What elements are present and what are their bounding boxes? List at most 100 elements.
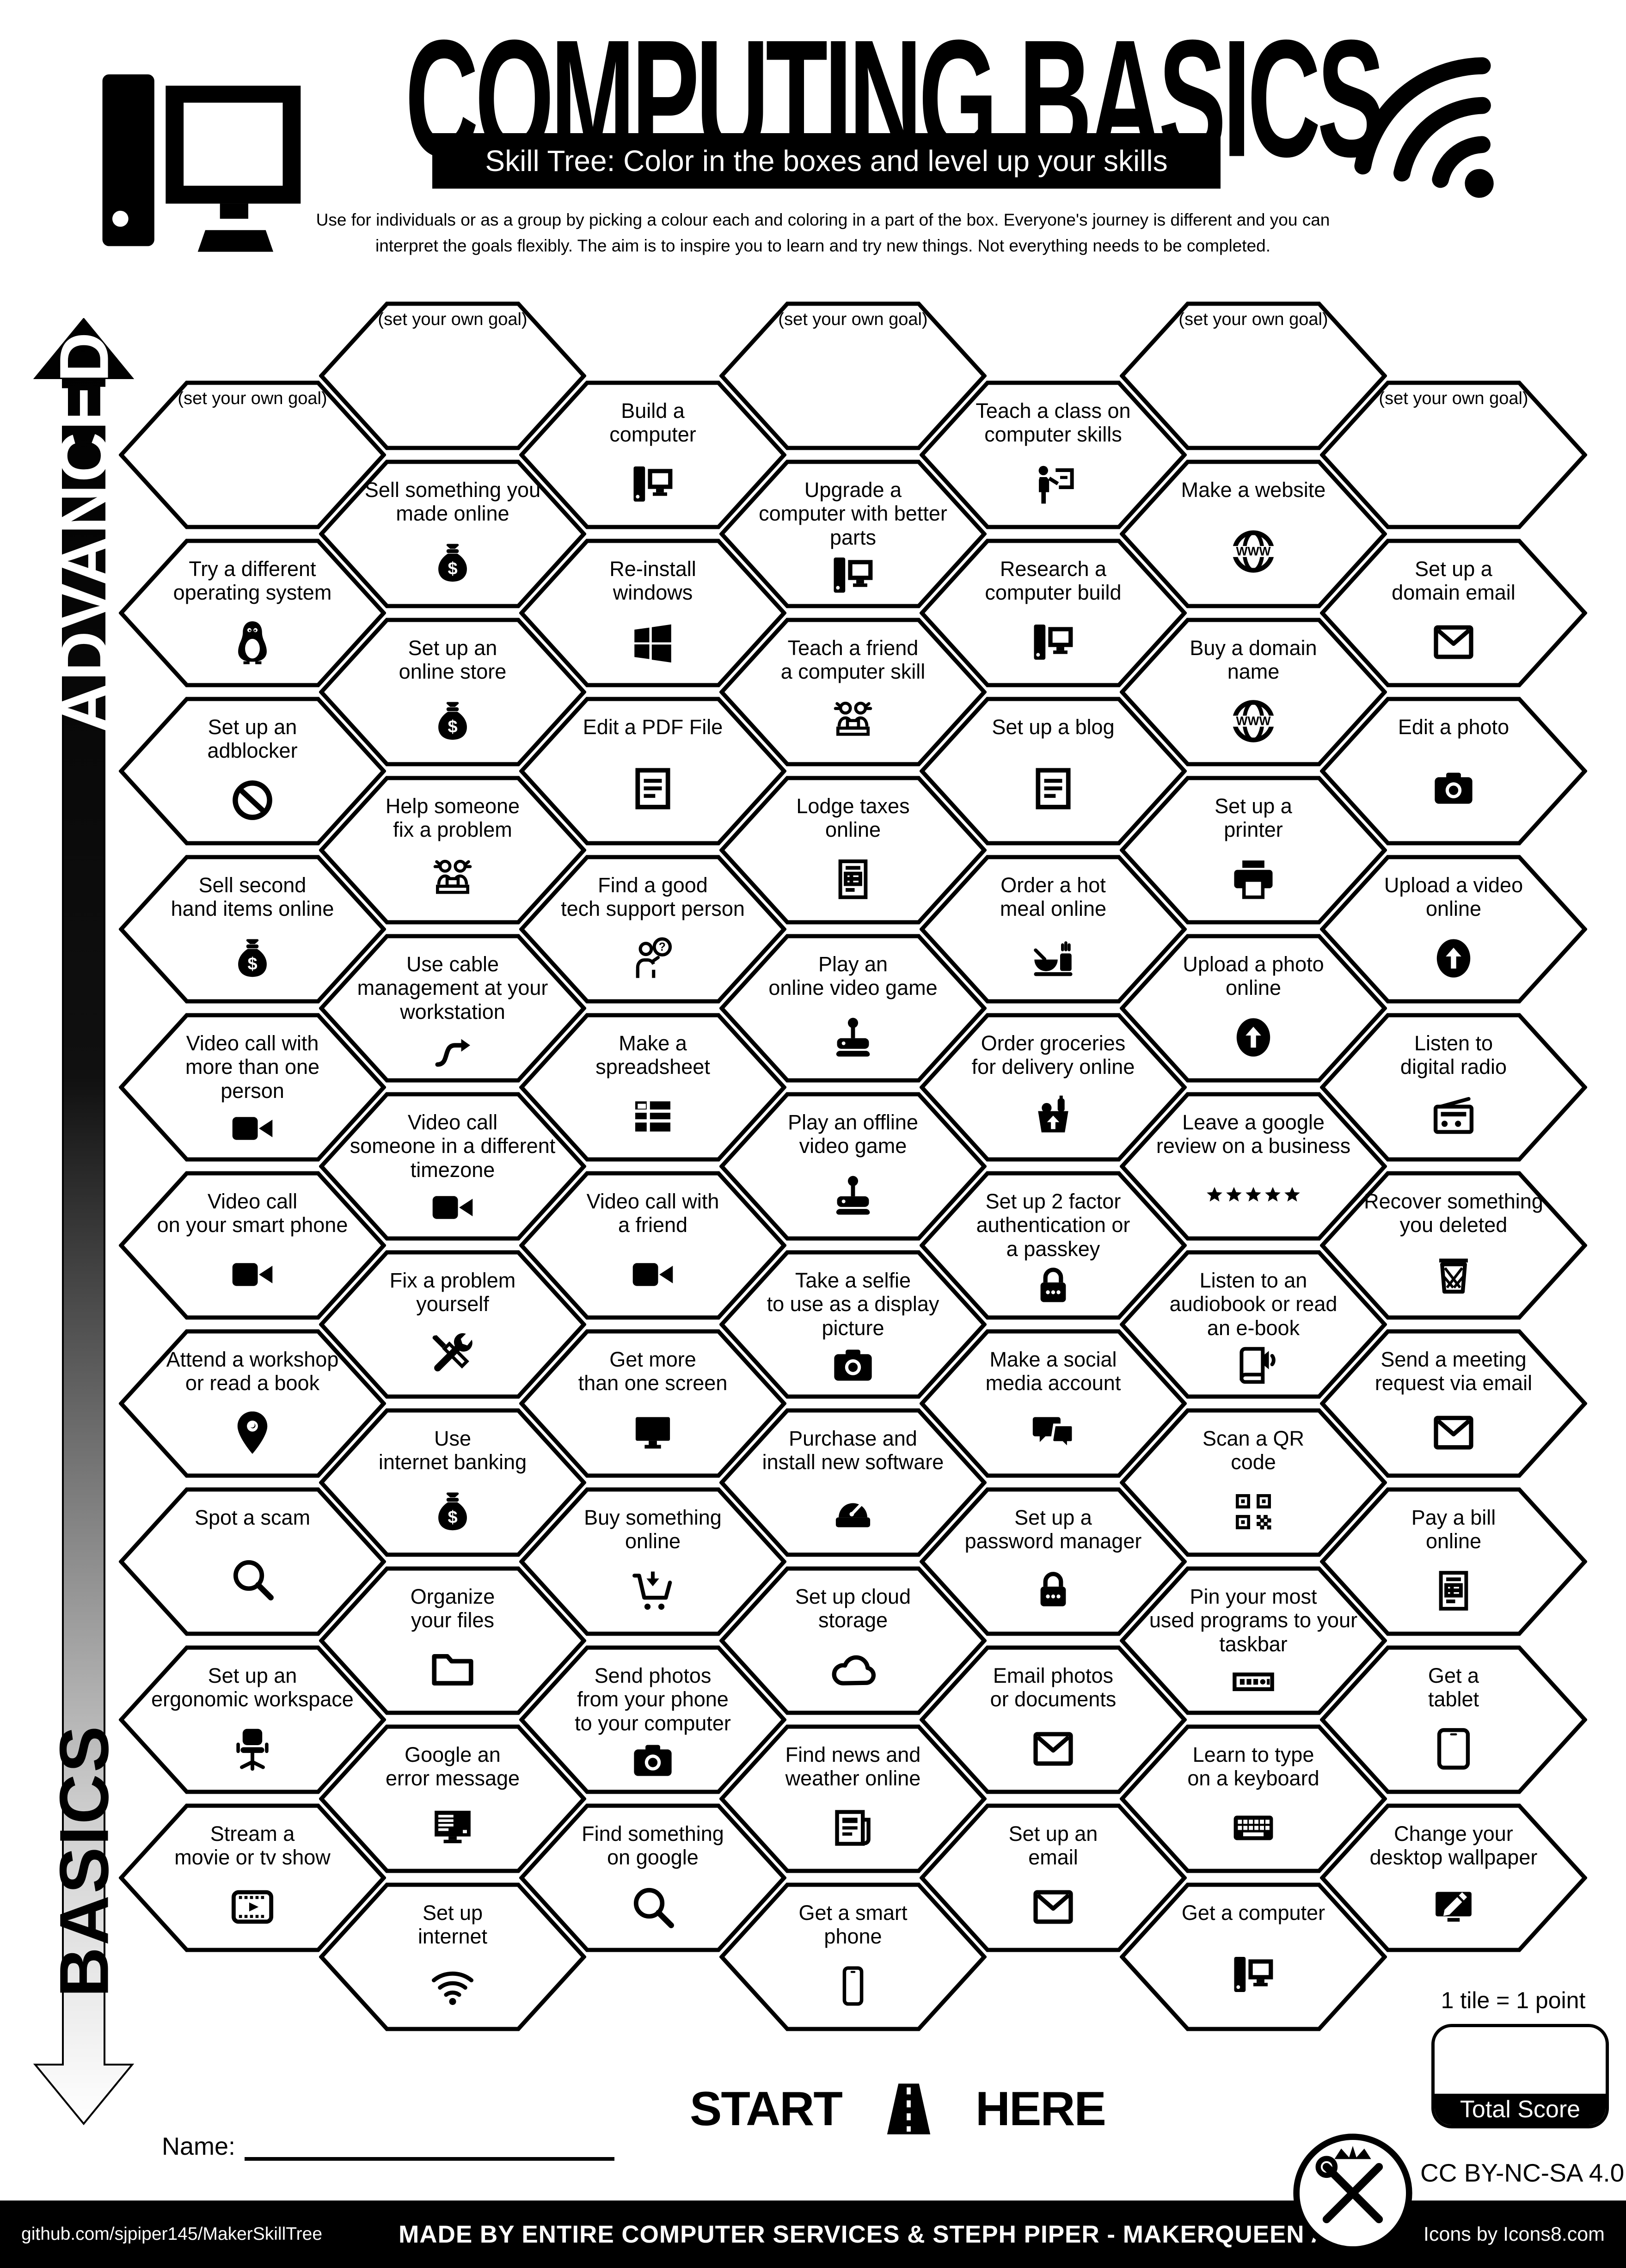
skill-tile[interactable]: Find news and weather online [719, 1724, 987, 1873]
skill-tile-label: Upgrade a computer with better parts [759, 478, 947, 549]
skill-tile[interactable]: Get a smart phone [719, 1882, 987, 2031]
hexagon-outline [719, 1882, 987, 2031]
skill-tile[interactable]: Scan a QR code [1120, 1408, 1387, 1557]
skill-tile[interactable]: Play an online video game [719, 934, 987, 1083]
skill-tile[interactable]: Upload a photo online [1120, 934, 1387, 1083]
skill-tile[interactable]: Fix a problem yourself [319, 1250, 586, 1399]
skill-tile[interactable]: Organize your files [319, 1566, 586, 1715]
skill-tile[interactable]: Edit a photo [1320, 697, 1587, 846]
skill-tile[interactable]: Set up cloud storage [719, 1566, 987, 1715]
skill-tile[interactable]: Buy something online [519, 1487, 786, 1636]
skill-tile[interactable]: Find a good tech support person [519, 855, 786, 1004]
skill-tile[interactable]: Sell second hand items online [119, 855, 386, 1004]
skill-tile[interactable]: Listen to an audiobook or read an e-book [1120, 1250, 1387, 1399]
skill-tile[interactable]: Take a selfie to use as a display pictur… [719, 1250, 987, 1399]
skill-tile[interactable]: Upload a video online [1320, 855, 1587, 1004]
skill-tile[interactable]: Play an offline video game [719, 1092, 987, 1241]
skill-tile[interactable]: Stream a movie or tv show [119, 1803, 386, 1952]
desktop-pc-icon [1229, 1950, 1278, 1999]
skill-tile[interactable]: Spot a scam [119, 1487, 386, 1636]
skill-tile[interactable]: Help someone fix a problem [319, 776, 586, 925]
skill-tile-label: Upload a photo online [1183, 952, 1324, 1000]
skill-tile[interactable]: Set up 2 factor authentication or a pass… [920, 1171, 1187, 1320]
skill-tile-label: Organize your files [410, 1585, 495, 1632]
makerqueen-logo [1290, 2130, 1416, 2256]
skill-tile[interactable]: Make a social media account [920, 1329, 1187, 1478]
skill-tile[interactable]: Set up an ergonomic workspace [119, 1645, 386, 1794]
skill-tile[interactable]: Change your desktop wallpaper [1320, 1803, 1587, 1952]
skill-tile[interactable]: Video call with a friend [519, 1171, 786, 1320]
skill-tile[interactable]: (set your own goal) [1320, 380, 1587, 529]
skill-tile[interactable]: Order a hot meal online [920, 855, 1187, 1004]
penguin-icon [228, 618, 277, 667]
skill-tile[interactable]: Re-install windows [519, 539, 786, 687]
skill-tile[interactable]: Leave a google review on a business [1120, 1092, 1387, 1241]
skill-tile[interactable]: Make a website [1120, 460, 1387, 608]
hexagon-outline [119, 1171, 386, 1320]
skill-tile[interactable]: Get a tablet [1320, 1645, 1587, 1794]
skill-tile[interactable]: Teach a class on computer skills [920, 380, 1187, 529]
skill-tile-label: Listen to an audiobook or read an e-book [1169, 1269, 1338, 1340]
skill-tile[interactable]: (set your own goal) [1120, 301, 1387, 450]
hexagon-outline [319, 301, 586, 450]
skill-tile[interactable]: Set up a domain email [1320, 539, 1587, 687]
skill-tile[interactable]: Teach a friend a computer skill [719, 618, 987, 766]
skill-tile[interactable]: Set up a blog [920, 697, 1187, 846]
skill-tile[interactable]: Build a computer [519, 380, 786, 529]
skill-tile-label: Use internet banking [378, 1427, 527, 1474]
name-input-line[interactable] [245, 2132, 615, 2161]
install-icon [828, 1487, 877, 1536]
video-camera-icon [428, 1183, 477, 1232]
skill-tile[interactable]: Set up an online store [319, 618, 586, 766]
skill-tile[interactable]: Set up a password manager [920, 1487, 1187, 1636]
skill-tile-label: Get a computer [1181, 1901, 1325, 1925]
taskbar-icon [1229, 1657, 1278, 1706]
skill-tile[interactable]: Edit a PDF File [519, 697, 786, 846]
upload-circle-icon [1429, 934, 1478, 983]
bill-icon [1429, 1566, 1478, 1615]
skill-tile[interactable]: Email photos or documents [920, 1645, 1187, 1794]
skill-tile[interactable]: Buy a domain name [1120, 618, 1387, 766]
skill-tile[interactable]: Set up an adblocker [119, 697, 386, 846]
skill-tile[interactable]: Set up internet [319, 1882, 586, 2031]
skill-tile[interactable]: Send photos from your phone to your comp… [519, 1645, 786, 1794]
upload-circle-icon [1229, 1013, 1278, 1062]
skill-tile[interactable]: Pay a bill online [1320, 1487, 1587, 1636]
skill-tile-label: Use cable management at your workstation [357, 952, 548, 1024]
skill-tile[interactable]: Send a meeting request via email [1320, 1329, 1587, 1478]
skill-tile[interactable]: (set your own goal) [719, 301, 987, 450]
skill-tile[interactable]: Purchase and install new software [719, 1408, 987, 1557]
skill-tile[interactable]: Learn to type on a keyboard [1120, 1724, 1387, 1873]
skill-tile[interactable]: Use cable management at your workstation [319, 934, 586, 1083]
skill-tile[interactable]: Find something on google [519, 1803, 786, 1952]
skill-tile[interactable]: Try a different operating system [119, 539, 386, 687]
skill-tile[interactable]: Listen to digital radio [1320, 1013, 1587, 1162]
skill-tile[interactable]: (set your own goal) [319, 301, 586, 450]
skill-tile[interactable]: Order groceries for delivery online [920, 1013, 1187, 1162]
skill-tile[interactable]: Google an error message [319, 1724, 586, 1873]
skill-tile[interactable]: Recover something you deleted [1320, 1171, 1587, 1320]
envelope-icon [1029, 1724, 1078, 1773]
skill-tile[interactable]: Use internet banking [319, 1408, 586, 1557]
skill-tile[interactable]: Video call someone in a different timezo… [319, 1092, 586, 1241]
skill-tile-label: Change your desktop wallpaper [1369, 1822, 1538, 1870]
skill-tile[interactable]: Lodge taxes online [719, 776, 987, 925]
total-score-input[interactable] [1435, 2027, 1606, 2094]
skill-tile[interactable]: Set up an email [920, 1803, 1187, 1952]
skill-tile[interactable]: Research a computer build [920, 539, 1187, 687]
skill-tile[interactable]: (set your own goal) [119, 380, 386, 529]
skill-tile[interactable]: Sell something you made online [319, 460, 586, 608]
skill-tile[interactable]: Video call with more than one person [119, 1013, 386, 1162]
skill-tile-label: Get more than one screen [578, 1348, 728, 1395]
description-text: Use for individuals or as a group by pic… [316, 210, 1330, 255]
skill-tile[interactable]: Set up a printer [1120, 776, 1387, 925]
skill-tile[interactable]: Get a computer [1120, 1882, 1387, 2031]
skill-tile[interactable]: Pin your most used programs to your task… [1120, 1566, 1387, 1715]
keyboard-icon [1229, 1803, 1278, 1852]
skill-tile[interactable]: Make a spreadsheet [519, 1013, 786, 1162]
skill-tile[interactable]: Video call on your smart phone [119, 1171, 386, 1320]
subtitle-bar: Skill Tree: Color in the boxes and level… [432, 133, 1221, 189]
skill-tile[interactable]: Attend a workshop or read a book [119, 1329, 386, 1478]
skill-tile[interactable]: Upgrade a computer with better parts [719, 460, 987, 608]
skill-tile[interactable]: Get more than one screen [519, 1329, 786, 1478]
